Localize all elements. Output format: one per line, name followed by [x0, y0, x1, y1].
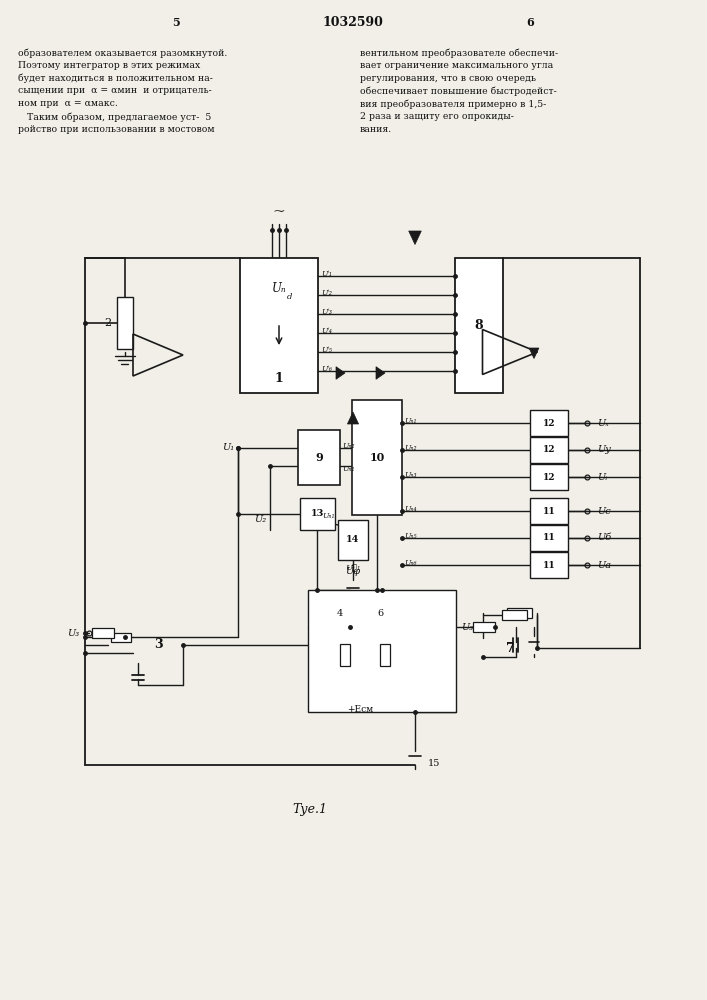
- Text: вентильном преобразователе обеспечи-: вентильном преобразователе обеспечи-: [360, 48, 558, 57]
- Text: 7: 7: [506, 642, 515, 654]
- Text: Uс: Uс: [597, 506, 611, 516]
- Text: Uа: Uа: [597, 560, 611, 570]
- Text: вает ограничение максимального угла: вает ограничение максимального угла: [360, 61, 554, 70]
- Text: Uₙ₂: Uₙ₂: [342, 442, 354, 450]
- Polygon shape: [336, 367, 345, 379]
- Bar: [530, 552, 568, 578]
- Text: регулирования, что в свою очередь: регулирования, что в свою очередь: [360, 74, 536, 83]
- Text: Uᵢ: Uᵢ: [597, 473, 607, 482]
- Text: Uⁱ₄: Uⁱ₄: [321, 327, 332, 335]
- Text: ройство при использовании в мостовом: ройство при использовании в мостовом: [18, 125, 215, 134]
- Text: Uₙ: Uₙ: [271, 282, 286, 294]
- Text: 10: 10: [369, 452, 385, 463]
- Text: ~: ~: [273, 205, 286, 219]
- Polygon shape: [376, 367, 385, 379]
- Text: сыщении при  α = αмин  и отрицатель-: сыщении при α = αмин и отрицатель-: [18, 86, 212, 95]
- Text: Uₙ₁: Uₙ₁: [342, 465, 354, 473]
- Text: 14: 14: [346, 536, 360, 544]
- Text: Uб: Uб: [597, 534, 612, 542]
- Bar: [117, 297, 133, 349]
- Text: вания.: вания.: [360, 125, 392, 134]
- Text: U₂: U₂: [254, 514, 266, 524]
- Bar: [530, 410, 568, 436]
- Bar: [530, 464, 568, 490]
- Bar: [240, 258, 318, 393]
- Bar: [338, 520, 368, 560]
- Bar: [300, 498, 335, 530]
- Text: 15: 15: [428, 760, 440, 768]
- Text: 12: 12: [543, 446, 555, 454]
- Text: Поэтому интегратор в этих режимах: Поэтому интегратор в этих режимах: [18, 61, 200, 70]
- Text: Uₙ₅: Uₙ₅: [404, 532, 416, 540]
- Bar: [530, 525, 568, 551]
- Text: 5: 5: [172, 16, 180, 27]
- Text: Uⁱ₂: Uⁱ₂: [321, 289, 332, 297]
- Bar: [380, 644, 390, 666]
- Text: U℘₁: U℘₁: [345, 564, 361, 572]
- Text: Uₙ₄: Uₙ₄: [404, 505, 416, 513]
- Text: Uⁱ₅: Uⁱ₅: [321, 346, 332, 354]
- Bar: [340, 644, 350, 666]
- Text: Uₓ: Uₓ: [597, 418, 609, 428]
- Text: 6: 6: [377, 608, 383, 617]
- Polygon shape: [409, 231, 421, 244]
- Text: 1: 1: [274, 372, 284, 385]
- Bar: [503, 610, 527, 620]
- Bar: [298, 430, 340, 485]
- Text: U₃: U₃: [67, 629, 79, 638]
- Bar: [308, 590, 456, 712]
- Text: 13: 13: [311, 510, 325, 518]
- Text: Uφ: Uφ: [346, 568, 361, 576]
- Text: 1032590: 1032590: [322, 15, 383, 28]
- Text: Uₙ₂: Uₙ₂: [404, 444, 416, 452]
- Text: 11: 11: [543, 506, 556, 516]
- Text: образователем оказывается разомкнутой.: образователем оказывается разомкнутой.: [18, 48, 228, 57]
- Text: Uₙ₆: Uₙ₆: [404, 559, 416, 567]
- Text: +Eсм: +Eсм: [347, 704, 373, 714]
- Text: Τуе.1: Τуе.1: [293, 804, 327, 816]
- Bar: [473, 622, 495, 632]
- Text: ном при  α = αмакс.: ном при α = αмакс.: [18, 99, 118, 108]
- Text: d: d: [287, 293, 293, 301]
- Bar: [530, 437, 568, 463]
- Text: Uⁱ₃: Uⁱ₃: [321, 308, 332, 316]
- Text: U₃: U₃: [461, 622, 473, 632]
- Bar: [111, 633, 131, 642]
- Text: 2: 2: [105, 318, 112, 328]
- Text: вия преобразователя примерно в 1,5-: вия преобразователя примерно в 1,5-: [360, 99, 547, 109]
- Text: 12: 12: [543, 418, 555, 428]
- Text: 11: 11: [543, 534, 556, 542]
- Text: Uₙ₁: Uₙ₁: [322, 512, 335, 520]
- Text: 4: 4: [337, 608, 343, 617]
- Bar: [455, 258, 503, 393]
- Bar: [530, 498, 568, 524]
- Text: 9: 9: [315, 452, 323, 463]
- Bar: [92, 628, 114, 638]
- Text: 11: 11: [543, 560, 556, 570]
- Text: Таким образом, предлагаемое уст-  5: Таким образом, предлагаемое уст- 5: [18, 112, 211, 121]
- Polygon shape: [529, 348, 539, 359]
- Text: Uₙ₁: Uₙ₁: [404, 417, 416, 425]
- Polygon shape: [347, 412, 358, 424]
- Text: 12: 12: [543, 473, 555, 482]
- Text: 8: 8: [474, 319, 484, 332]
- Text: обеспечивает повышение быстродейст-: обеспечивает повышение быстродейст-: [360, 86, 556, 96]
- Text: Uⁱ₁: Uⁱ₁: [321, 270, 332, 278]
- Bar: [508, 608, 532, 618]
- Text: Uу: Uу: [597, 446, 611, 454]
- Text: 2 раза и защиту его опрокиды-: 2 раза и защиту его опрокиды-: [360, 112, 514, 121]
- Text: будет находиться в положительном на-: будет находиться в положительном на-: [18, 74, 213, 83]
- Text: 3: 3: [153, 639, 163, 652]
- Bar: [352, 400, 402, 515]
- Text: Uₙ₃: Uₙ₃: [404, 471, 416, 479]
- Text: U₁: U₁: [222, 444, 234, 452]
- Text: Uⁱ₆: Uⁱ₆: [321, 365, 332, 373]
- Text: 6: 6: [526, 16, 534, 27]
